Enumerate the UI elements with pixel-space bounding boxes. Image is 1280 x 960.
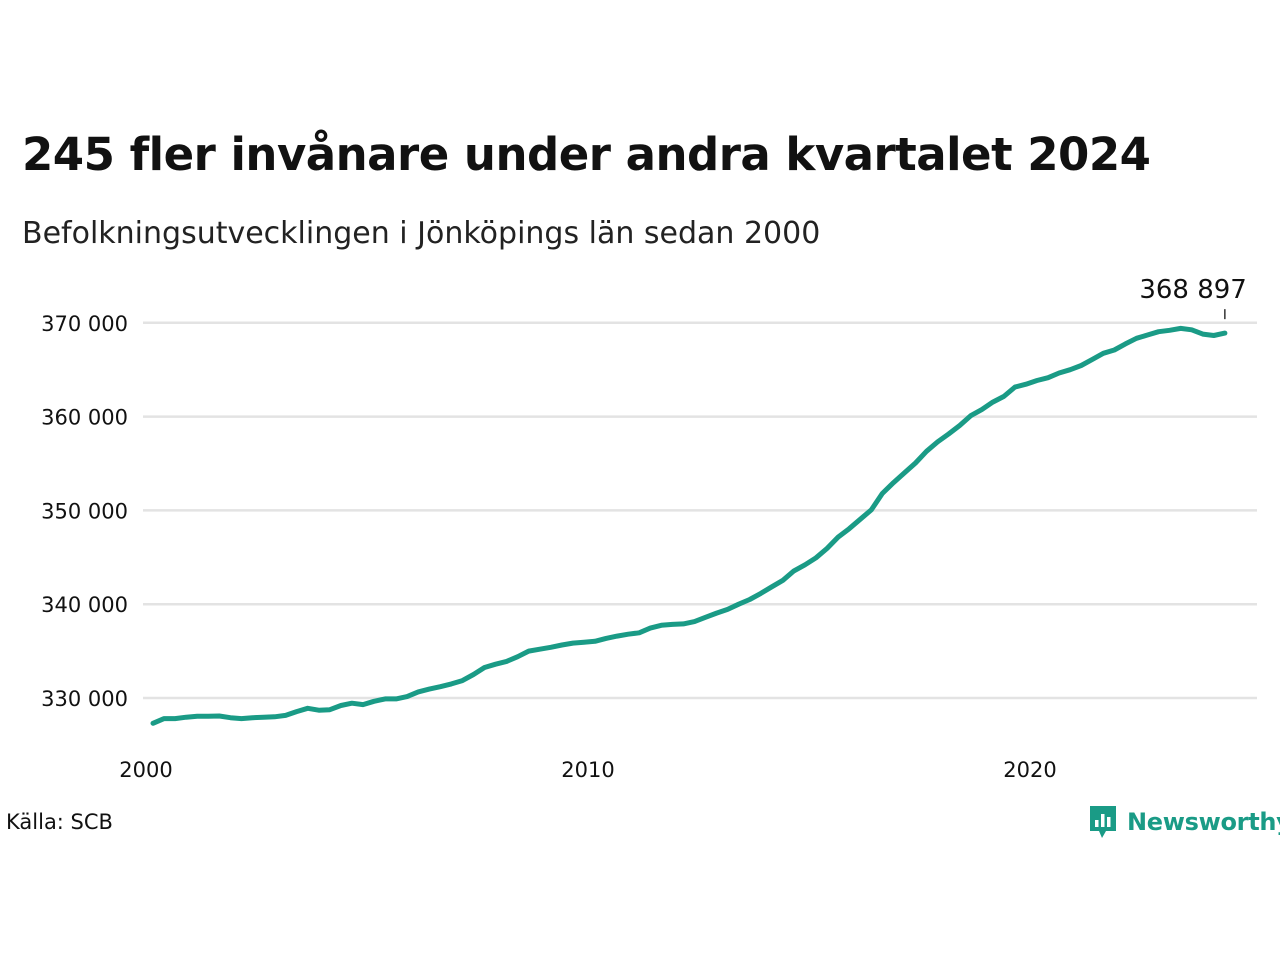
chart-subtitle: Befolkningsutvecklingen i Jönköpings län… (22, 216, 821, 251)
y-tick-label: 340 000 (41, 593, 128, 617)
x-tick-label: 2020 (1003, 758, 1056, 782)
newsworthy-logo-icon (1088, 804, 1118, 840)
y-axis-tick-labels: 330 000 340 000 350 000 360 000 370 000 (41, 312, 128, 711)
x-axis-tick-labels: 2000 2010 2020 (119, 758, 1056, 782)
brand-name: Newsworthy (1127, 808, 1280, 836)
y-tick-label: 350 000 (41, 499, 128, 523)
last-value-label: 368 897 (1139, 275, 1247, 305)
x-tick-label: 2000 (119, 758, 172, 782)
y-tick-label: 360 000 (41, 406, 128, 430)
population-line (150, 325, 1228, 726)
x-tick-label: 2010 (561, 758, 614, 782)
chart-title: 245 fler invånare under andra kvartalet … (22, 128, 1151, 181)
newsworthy-brand[interactable]: Newsworthy (1088, 802, 1280, 842)
line-chart: 330 000 340 000 350 000 360 000 370 000 2000… (41, 275, 1257, 782)
y-tick-label: 370 000 (41, 312, 128, 336)
gridlines (143, 321, 1257, 700)
source-note: Källa: SCB (6, 810, 113, 834)
y-tick-label: 330 000 (41, 687, 128, 711)
